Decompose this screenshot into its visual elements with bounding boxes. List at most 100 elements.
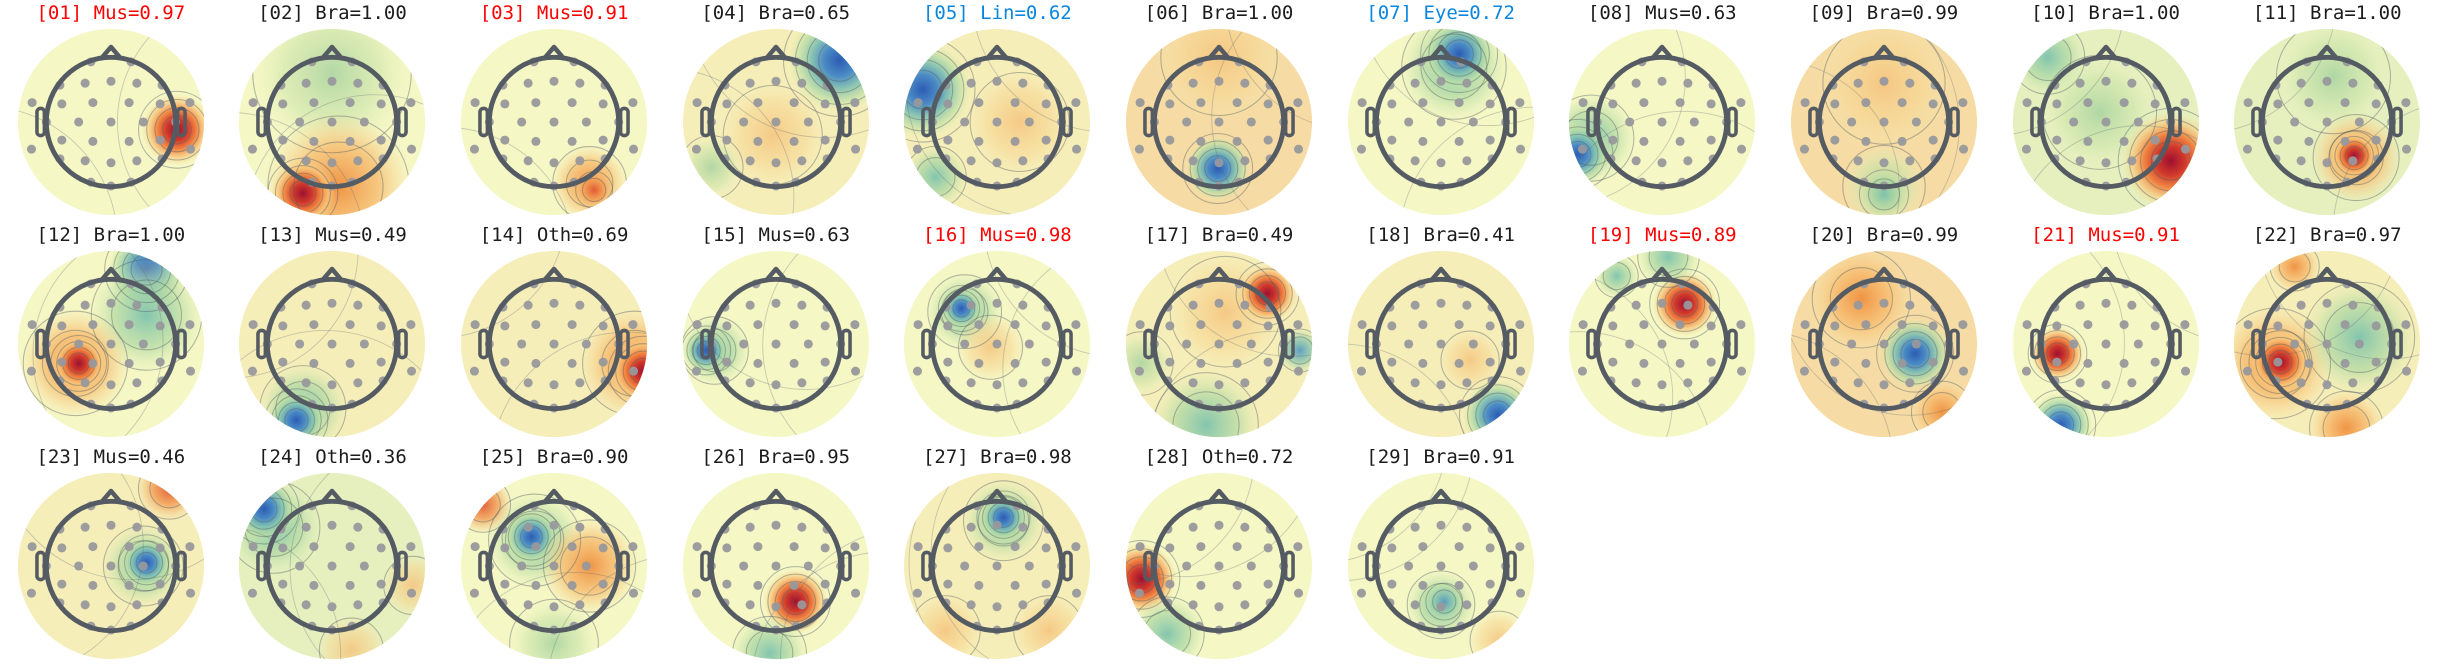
electrode-dot — [1293, 144, 1304, 154]
electrode-dot — [2051, 321, 2061, 331]
ear-right-outline — [397, 328, 409, 360]
electrode-dot — [500, 135, 510, 145]
electrode-dot — [1454, 580, 1464, 590]
nose-outline — [1650, 44, 1675, 61]
electrode-dot — [992, 561, 1002, 571]
nose-outline — [1207, 488, 1231, 505]
electrode-dot — [1357, 98, 1367, 108]
electrode-dot — [771, 298, 781, 308]
ica-component-cell: [12] Bra=1.00 — [0, 222, 222, 444]
nose-outline — [1871, 44, 1896, 61]
electrode-dot — [353, 300, 363, 310]
electrode-dot — [470, 144, 480, 154]
contour-ring — [509, 598, 599, 660]
electrode-dot — [302, 378, 312, 388]
contour-ring — [1424, 582, 1463, 621]
head-outline — [1595, 54, 1730, 190]
electrode-dot — [1578, 366, 1588, 376]
nose-outline — [2093, 266, 2118, 283]
nose-outline — [1871, 266, 1896, 283]
electrode-dot — [2304, 358, 2314, 368]
contour-ring — [2150, 140, 2191, 181]
contour-ring — [1427, 28, 1490, 85]
contour-ring — [110, 279, 182, 351]
electrode-dot — [249, 320, 259, 330]
electrode-dot — [124, 136, 134, 146]
electrode-dot — [2371, 99, 2381, 109]
electrode-dot — [2348, 78, 2358, 88]
contour-ring — [1431, 589, 1457, 614]
electrode-dot — [1188, 600, 1198, 610]
electrode-dot — [598, 321, 608, 331]
electrode-dot — [1417, 98, 1428, 108]
electrode-dot — [960, 339, 970, 349]
ear-left-outline — [921, 106, 933, 138]
ica-component-cell: [24] Oth=0.36 — [222, 444, 444, 666]
ear-left-outline — [34, 550, 46, 582]
electrode-dot — [248, 366, 258, 376]
contour-ring — [123, 540, 169, 586]
contour-line — [17, 250, 164, 438]
electrode-dot — [2101, 158, 2111, 168]
electrode-dot — [1879, 76, 1889, 86]
electrode-dot — [1232, 320, 1242, 330]
electrode-dot — [302, 600, 312, 610]
component-title: [11] Bra=1.00 — [2252, 2, 2402, 24]
electrode-dot — [80, 378, 90, 388]
electrode-dot — [738, 339, 748, 349]
contour-ring — [102, 525, 184, 607]
nose-outline — [98, 488, 123, 505]
electrode-dot — [2126, 378, 2136, 388]
electrode-dot — [1515, 366, 1525, 376]
electrode-dot — [820, 579, 830, 589]
electrode-dot — [1246, 117, 1256, 127]
electrode-dot — [1657, 339, 1667, 349]
contour-ring — [582, 177, 607, 203]
contour-ring — [505, 510, 565, 570]
electrode-dot — [1454, 136, 1464, 146]
electrode-dot — [470, 366, 480, 376]
electrode-dot — [1861, 358, 1871, 368]
electrode-dot — [1386, 579, 1397, 589]
electrode-dot — [738, 561, 748, 571]
component-title: [04] Bra=0.65 — [701, 2, 851, 24]
electrode-dot — [1436, 339, 1446, 349]
electrode-dot — [1410, 156, 1420, 166]
electrode-dot — [73, 117, 84, 127]
ear-left-outline — [1808, 328, 1820, 360]
contour-line — [1125, 472, 1313, 578]
electrode-dot — [138, 561, 148, 571]
electrode-dot — [132, 78, 142, 88]
electrode-dot — [2179, 320, 2189, 330]
electrode-dot — [523, 300, 533, 310]
electrode-dot — [124, 320, 134, 330]
electrode-dot — [789, 358, 799, 368]
nose-outline — [985, 266, 1010, 283]
electrode-dot — [992, 602, 1002, 612]
electrode-dot — [1853, 78, 1863, 88]
contour-ring — [1182, 133, 1254, 204]
electrode-dot — [73, 561, 84, 571]
electrode-dot — [327, 339, 337, 349]
electrode-dot — [1196, 580, 1206, 590]
electrode-dot — [549, 117, 559, 127]
electrode-dot — [470, 588, 480, 598]
electrode-dot — [1639, 358, 1649, 368]
electrode-dot — [1958, 366, 1968, 376]
electrode-dot — [353, 600, 363, 610]
electrode-dot — [155, 99, 165, 109]
electrode-dot — [327, 298, 337, 308]
electrode-dot — [1356, 588, 1366, 598]
electrode-dot — [1403, 117, 1413, 127]
electrode-dot — [1356, 366, 1366, 376]
electrode-dot — [974, 136, 984, 146]
contour-line — [239, 523, 342, 660]
contour-ring — [1884, 322, 1946, 385]
ear-right-outline — [618, 550, 630, 582]
contour-ring — [1172, 391, 1240, 438]
nose-outline — [98, 44, 123, 61]
hotspot-blob — [955, 311, 1027, 383]
electrode-dot — [106, 298, 116, 308]
electrode-dot — [1958, 320, 1968, 330]
component-title: [02] Bra=1.00 — [258, 2, 407, 24]
